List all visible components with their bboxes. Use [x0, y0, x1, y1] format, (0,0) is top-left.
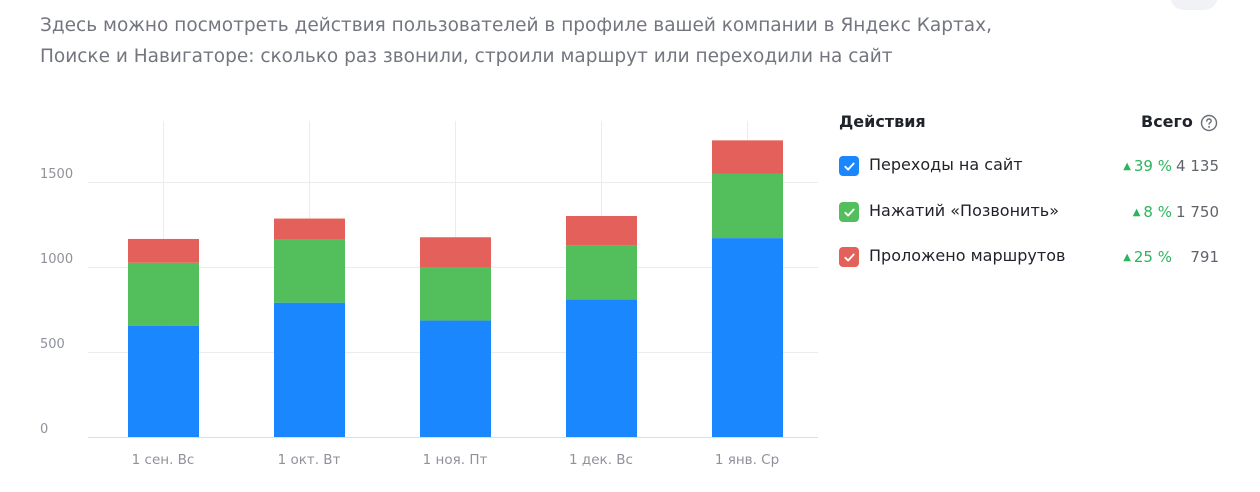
y-tick-label: 0 — [40, 422, 48, 437]
total-value-calls: 1 750 — [1176, 203, 1219, 221]
stacked-bar-chart: 0 500 1000 1500 1 сен. Вс 1 окт. Вт 1 ноя. Пт… — [40, 121, 818, 468]
chart-bars — [128, 140, 783, 437]
x-tick-label: 1 янв. Ср — [715, 452, 779, 468]
bar-segment — [274, 302, 345, 437]
trend-badge-routes: ▲ 25 % — [1123, 248, 1172, 266]
trend-badge-calls: ▲ 8 % — [1133, 203, 1172, 221]
section-description: Здесь можно посмотреть действия пользова… — [40, 15, 992, 67]
legend-total-label: Всего — [1141, 112, 1193, 131]
bar-segment — [566, 299, 637, 437]
y-axis-ticks: 0 500 1000 1500 — [40, 167, 73, 437]
legend-label-calls: Нажатий «Позвонить» — [869, 201, 1059, 220]
y-tick-label: 1000 — [40, 252, 73, 267]
x-tick-label: 1 ноя. Пт — [423, 452, 488, 468]
bar-segment — [128, 238, 199, 263]
x-axis-ticks: 1 сен. Вс 1 окт. Вт 1 ноя. Пт 1 дек. Вс 1 ян… — [132, 452, 780, 468]
trend-up-arrow-icon: ▲ — [1132, 207, 1141, 218]
legend-title: Действия — [839, 112, 926, 131]
checkbox-routes[interactable] — [839, 247, 859, 267]
checkmark-icon — [843, 208, 855, 216]
bar-segment — [420, 320, 491, 437]
bar-segment — [712, 173, 783, 239]
bar-segment — [274, 218, 345, 240]
bar-segment — [712, 238, 783, 437]
x-tick-label: 1 дек. Вс — [569, 452, 633, 468]
bar-segment — [566, 245, 637, 300]
checkmark-icon — [843, 162, 855, 170]
checkbox-calls[interactable] — [839, 202, 859, 222]
total-value-site-visits: 4 135 — [1176, 157, 1219, 175]
trend-up-arrow-icon: ▲ — [1123, 161, 1131, 172]
bar-segment — [566, 216, 637, 246]
bar-segment — [274, 239, 345, 303]
legend-label-site-visits: Переходы на сайт — [869, 155, 1023, 174]
trend-up-arrow-icon: ▲ — [1123, 252, 1131, 263]
bar-segment — [420, 237, 491, 267]
trend-value: 8 % — [1143, 203, 1172, 221]
x-tick-label: 1 окт. Вт — [278, 452, 341, 468]
bar-segment — [420, 267, 491, 321]
top-right-button[interactable] — [1170, 0, 1218, 10]
legend-row-site-visits: Переходы на сайт ▲ 39 % 4 135 — [839, 155, 1224, 180]
checkbox-site-visits[interactable] — [839, 156, 859, 176]
legend-header: Действия Всего — [839, 110, 1224, 136]
y-tick-label: 500 — [40, 337, 65, 352]
actions-legend: Действия Всего Переходы на сайт ▲ 39 % 4 … — [839, 110, 1224, 267]
legend-row-routes: Проложено маршрутов ▲ 25 % 791 — [839, 246, 1224, 271]
y-tick-label: 1500 — [40, 167, 73, 182]
checkmark-icon — [843, 253, 855, 261]
legend-label-routes: Проложено маршрутов — [869, 246, 1066, 265]
total-value-routes: 791 — [1190, 248, 1219, 266]
trend-badge-site-visits: ▲ 39 % — [1123, 157, 1172, 175]
legend-row-calls: Нажатий «Позвонить» ▲ 8 % 1 750 — [839, 201, 1224, 226]
trend-value: 39 % — [1133, 157, 1172, 175]
x-tick-label: 1 сен. Вс — [132, 452, 195, 468]
bar-segment — [128, 325, 199, 437]
bar-segment — [128, 262, 199, 326]
bar-segment — [712, 140, 783, 174]
question-circle-icon[interactable] — [1200, 114, 1218, 132]
trend-value: 25 % — [1133, 248, 1172, 266]
